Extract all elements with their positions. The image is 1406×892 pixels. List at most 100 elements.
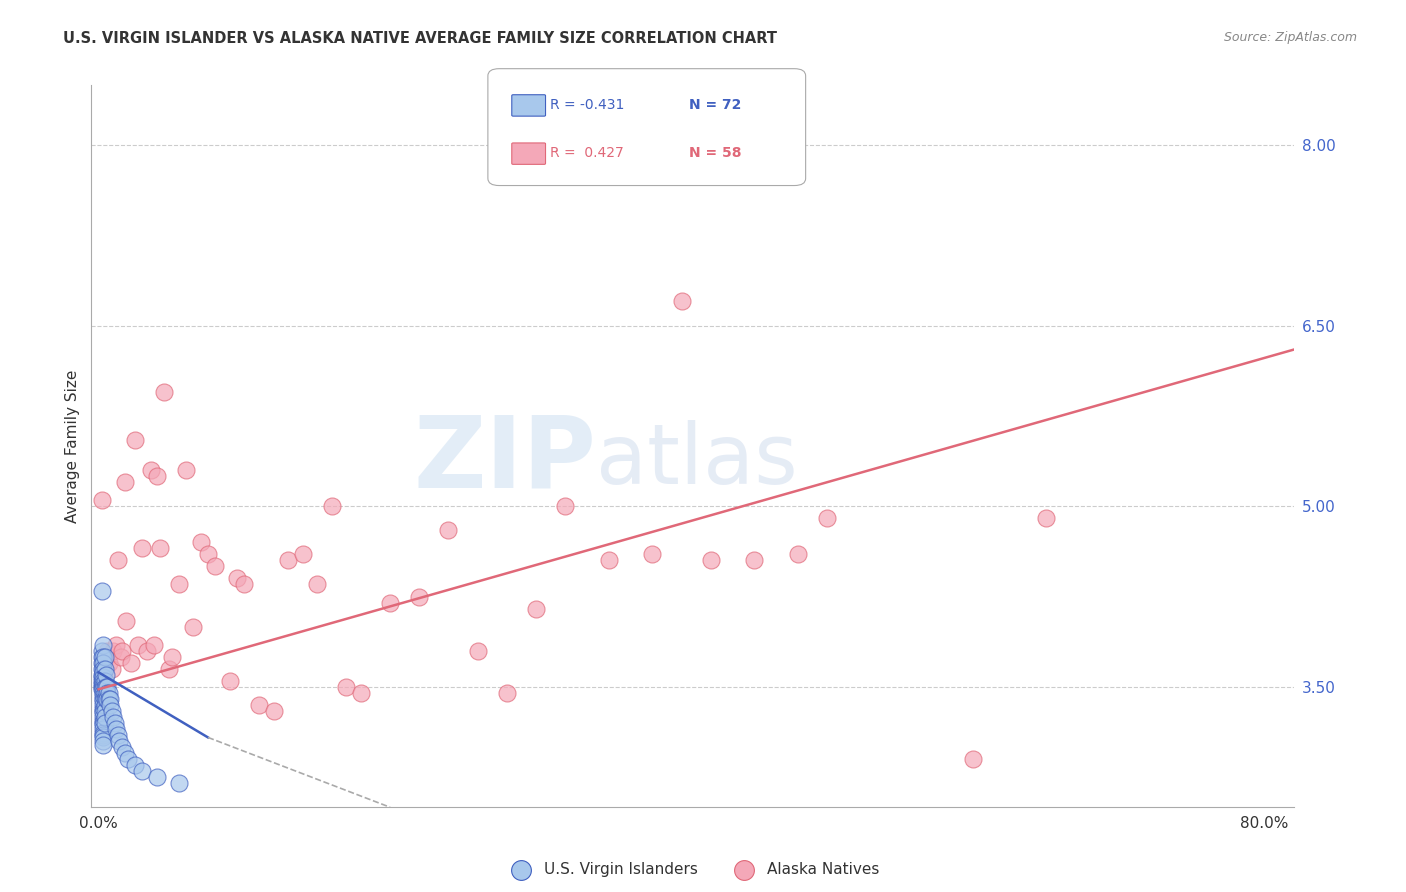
Point: [110, 649, 132, 664]
Point: [91, 656, 114, 670]
Point: [91, 638, 114, 652]
Text: N = 58: N = 58: [689, 145, 741, 160]
Point: [218, 673, 240, 688]
Text: N = 72: N = 72: [689, 97, 741, 112]
Point: [127, 638, 149, 652]
Point: [93, 698, 115, 712]
Point: [97, 656, 120, 670]
Point: [90, 673, 112, 688]
Point: [91, 734, 114, 748]
Point: [91, 738, 114, 752]
Text: atlas: atlas: [596, 420, 799, 501]
Point: [101, 662, 124, 676]
Point: [131, 541, 153, 556]
Point: [174, 463, 197, 477]
Point: [96, 686, 118, 700]
Point: [91, 670, 114, 684]
Point: [93, 662, 115, 676]
Point: [335, 680, 357, 694]
Point: [91, 714, 114, 728]
Point: [495, 686, 517, 700]
Point: [94, 680, 117, 694]
Point: [91, 649, 114, 664]
Point: [641, 548, 664, 562]
Point: [204, 559, 226, 574]
Point: [167, 577, 190, 591]
Text: ZIP: ZIP: [413, 412, 596, 509]
Point: [91, 677, 114, 691]
Point: [91, 704, 114, 718]
Point: [103, 710, 125, 724]
Point: [149, 541, 172, 556]
Point: [91, 656, 114, 670]
Point: [167, 776, 190, 790]
Point: [91, 662, 114, 676]
Point: [97, 692, 120, 706]
Point: [111, 644, 134, 658]
Point: [263, 704, 285, 718]
Point: [350, 686, 373, 700]
Point: [93, 704, 115, 718]
Point: [233, 577, 256, 591]
Text: Source: ZipAtlas.com: Source: ZipAtlas.com: [1223, 31, 1357, 45]
Point: [437, 523, 460, 537]
Point: [408, 590, 430, 604]
Point: [91, 682, 114, 697]
Point: [291, 548, 314, 562]
Point: [90, 682, 112, 697]
Point: [94, 667, 117, 681]
Point: [307, 577, 329, 591]
Point: [146, 770, 169, 784]
Point: [962, 752, 984, 766]
Legend: U.S. Virgin Islanders, Alaska Natives: U.S. Virgin Islanders, Alaska Natives: [499, 855, 886, 883]
Point: [93, 673, 115, 688]
Point: [90, 644, 112, 658]
Point: [107, 728, 129, 742]
Point: [98, 698, 121, 712]
Point: [277, 553, 299, 567]
Point: [143, 638, 166, 652]
Point: [94, 649, 117, 664]
Point: [157, 662, 180, 676]
Point: [247, 698, 270, 712]
Point: [91, 694, 114, 708]
Point: [671, 294, 693, 309]
Point: [91, 706, 114, 721]
Point: [91, 710, 114, 724]
Point: [90, 677, 112, 691]
Point: [699, 553, 721, 567]
Point: [153, 384, 176, 399]
Point: [93, 692, 115, 706]
Point: [90, 670, 112, 684]
Point: [598, 553, 620, 567]
Point: [139, 463, 162, 477]
Point: [107, 553, 129, 567]
Text: R =  0.427: R = 0.427: [550, 145, 623, 160]
Point: [1035, 511, 1057, 525]
Point: [160, 649, 183, 664]
Point: [124, 433, 146, 447]
Point: [90, 493, 112, 508]
Point: [114, 746, 136, 760]
Text: R = -0.431: R = -0.431: [550, 97, 624, 112]
Point: [96, 692, 118, 706]
Point: [815, 511, 838, 525]
Point: [91, 722, 114, 736]
Point: [91, 731, 114, 745]
Point: [467, 644, 489, 658]
Point: [93, 715, 115, 730]
Point: [91, 718, 114, 732]
Point: [321, 500, 343, 514]
Point: [93, 680, 115, 694]
Point: [114, 475, 136, 489]
Point: [131, 764, 153, 778]
Point: [91, 680, 114, 694]
Point: [90, 680, 112, 694]
Point: [197, 548, 219, 562]
Point: [105, 638, 128, 652]
Point: [226, 571, 249, 585]
Point: [91, 692, 114, 706]
Point: [124, 758, 146, 772]
Point: [135, 644, 157, 658]
Point: [93, 649, 115, 664]
